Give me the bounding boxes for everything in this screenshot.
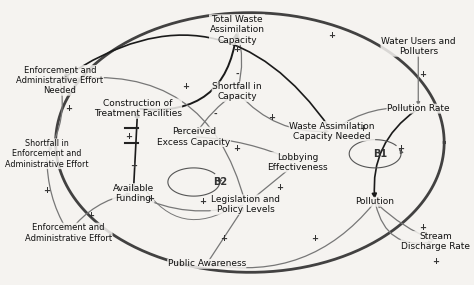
- Text: B1: B1: [373, 149, 387, 159]
- Text: Shortfall in
Capacity: Shortfall in Capacity: [212, 82, 262, 101]
- Text: +: +: [87, 211, 94, 220]
- Text: Perceived
Excess Capacity: Perceived Excess Capacity: [157, 127, 230, 146]
- Text: Water Users and
Polluters: Water Users and Polluters: [381, 37, 456, 56]
- Text: +: +: [419, 70, 426, 79]
- Text: -: -: [214, 110, 217, 119]
- Text: Legislation and
Policy Levels: Legislation and Policy Levels: [211, 195, 280, 214]
- Text: B2: B2: [213, 177, 228, 187]
- Text: +: +: [311, 234, 318, 243]
- Text: Enforcement and
Administrative Effort: Enforcement and Administrative Effort: [25, 223, 112, 243]
- Text: Total Waste
Assimilation
Capacity: Total Waste Assimilation Capacity: [210, 15, 264, 44]
- Text: +: +: [199, 197, 206, 206]
- Text: +: +: [65, 104, 72, 113]
- Text: +: +: [147, 194, 154, 203]
- Text: +: +: [234, 144, 240, 153]
- Text: Pollution: Pollution: [356, 197, 394, 206]
- Text: Available
Funding: Available Funding: [113, 184, 154, 203]
- Text: Pollution Rate: Pollution Rate: [387, 104, 449, 113]
- Text: +: +: [268, 113, 275, 122]
- Text: +: +: [126, 132, 133, 141]
- Text: Lobbying
Effectiveness: Lobbying Effectiveness: [267, 152, 328, 172]
- Text: +: +: [220, 234, 228, 243]
- Text: Enforcement and
Administrative Effort
Needed: Enforcement and Administrative Effort Ne…: [17, 66, 103, 95]
- Text: +: +: [44, 186, 51, 195]
- Text: +: +: [277, 183, 283, 192]
- Text: +: +: [432, 256, 439, 266]
- Text: Waste Assimilation
Capacity Needed: Waste Assimilation Capacity Needed: [289, 121, 374, 141]
- Text: +: +: [419, 223, 426, 232]
- Text: +: +: [398, 144, 404, 153]
- Text: Stream
Discharge Rate: Stream Discharge Rate: [401, 232, 470, 251]
- Text: +: +: [328, 31, 336, 40]
- Text: +: +: [234, 45, 240, 54]
- Text: +: +: [130, 160, 137, 170]
- Text: Construction of
Treatment Facilities: Construction of Treatment Facilities: [94, 99, 182, 118]
- Text: +: +: [182, 82, 189, 91]
- Text: Shortfall in
Enforcement and
Administrative Effort: Shortfall in Enforcement and Administrat…: [5, 139, 89, 169]
- Text: +: +: [359, 124, 365, 133]
- Text: Public Awareness: Public Awareness: [168, 259, 246, 268]
- Text: -: -: [235, 70, 239, 79]
